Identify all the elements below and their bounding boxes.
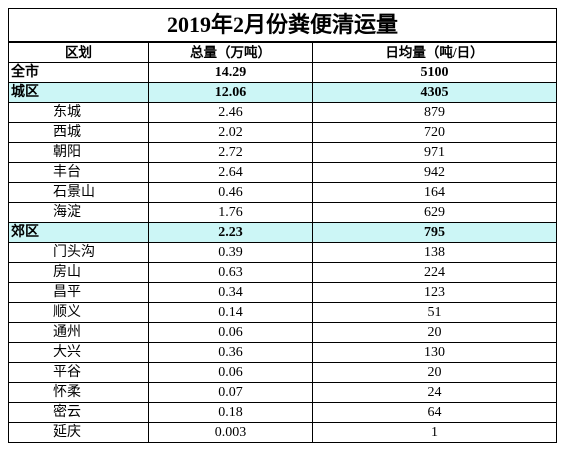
district-name: 东城 [8,102,149,123]
table-row: 东城 2.46 879 [8,102,558,123]
district-name: 海淀 [8,202,149,223]
district-total: 2.46 [148,102,313,123]
district-daily: 20 [311,322,558,343]
urban-total: 12.06 [148,82,313,103]
district-name: 昌平 [8,282,149,303]
district-daily: 942 [311,162,558,183]
table-title: 2019年2月份粪便清运量 [7,8,558,43]
district-daily: 51 [311,302,558,323]
district-name: 通州 [8,322,149,343]
district-daily: 224 [311,262,558,283]
table-row: 怀柔 0.07 24 [8,382,558,403]
header-row: 区划 总量（万吨） 日均量（吨/日） [8,41,558,63]
table-row: 顺义 0.14 51 [8,302,558,323]
district-daily: 24 [311,382,558,403]
district-total: 2.72 [148,142,313,163]
district-total: 0.06 [148,362,313,383]
table-row: 延庆 0.003 1 [8,422,558,443]
district-name: 房山 [8,262,149,283]
urban-group-row: 城区 12.06 4305 [8,82,558,103]
suburban-total: 2.23 [148,222,313,243]
district-name: 延庆 [8,422,149,443]
district-daily: 123 [311,282,558,303]
district-total: 0.07 [148,382,313,403]
table-row: 海淀 1.76 629 [8,202,558,223]
header-total: 总量（万吨） [148,41,313,63]
district-total: 2.64 [148,162,313,183]
district-total: 0.34 [148,282,313,303]
district-daily: 64 [311,402,558,423]
urban-daily: 4305 [311,82,558,103]
district-name: 顺义 [8,302,149,323]
district-daily: 720 [311,122,558,143]
district-name: 门头沟 [8,242,149,263]
citywide-total: 14.29 [148,62,313,83]
district-daily: 1 [311,422,558,443]
suburban-name: 郊区 [8,222,149,243]
district-total: 0.46 [148,182,313,203]
table-row: 西城 2.02 720 [8,122,558,143]
district-total: 2.02 [148,122,313,143]
district-total: 0.36 [148,342,313,363]
district-total: 0.14 [148,302,313,323]
table-row: 门头沟 0.39 138 [8,242,558,263]
table-row: 朝阳 2.72 971 [8,142,558,163]
table-row: 通州 0.06 20 [8,322,558,343]
suburban-group-row: 郊区 2.23 795 [8,222,558,243]
citywide-name: 全市 [8,62,149,83]
report-table-container: 2019年2月份粪便清运量 区划 总量（万吨） 日均量（吨/日） 全市 14.2… [7,8,558,443]
table-row: 昌平 0.34 123 [8,282,558,303]
district-total: 0.39 [148,242,313,263]
district-daily: 629 [311,202,558,223]
district-name: 平谷 [8,362,149,383]
district-name: 密云 [8,402,149,423]
district-daily: 971 [311,142,558,163]
header-daily: 日均量（吨/日） [311,41,558,63]
district-daily: 164 [311,182,558,203]
district-daily: 138 [311,242,558,263]
district-daily: 879 [311,102,558,123]
district-name: 丰台 [8,162,149,183]
citywide-row: 全市 14.29 5100 [8,62,558,83]
district-total: 0.63 [148,262,313,283]
district-daily: 20 [311,362,558,383]
district-total: 0.003 [148,422,313,443]
table-row: 房山 0.63 224 [8,262,558,283]
district-name: 石景山 [8,182,149,203]
district-daily: 130 [311,342,558,363]
suburban-daily: 795 [311,222,558,243]
report-table: 2019年2月份粪便清运量 区划 总量（万吨） 日均量（吨/日） 全市 14.2… [7,8,558,443]
district-name: 怀柔 [8,382,149,403]
district-total: 0.06 [148,322,313,343]
table-row: 丰台 2.64 942 [8,162,558,183]
district-total: 0.18 [148,402,313,423]
citywide-daily: 5100 [311,62,558,83]
district-name: 朝阳 [8,142,149,163]
table-row: 密云 0.18 64 [8,402,558,423]
table-row: 石景山 0.46 164 [8,182,558,203]
table-row: 大兴 0.36 130 [8,342,558,363]
district-name: 西城 [8,122,149,143]
urban-name: 城区 [8,82,149,103]
district-total: 1.76 [148,202,313,223]
district-name: 大兴 [8,342,149,363]
header-district: 区划 [8,41,149,63]
table-row: 平谷 0.06 20 [8,362,558,383]
